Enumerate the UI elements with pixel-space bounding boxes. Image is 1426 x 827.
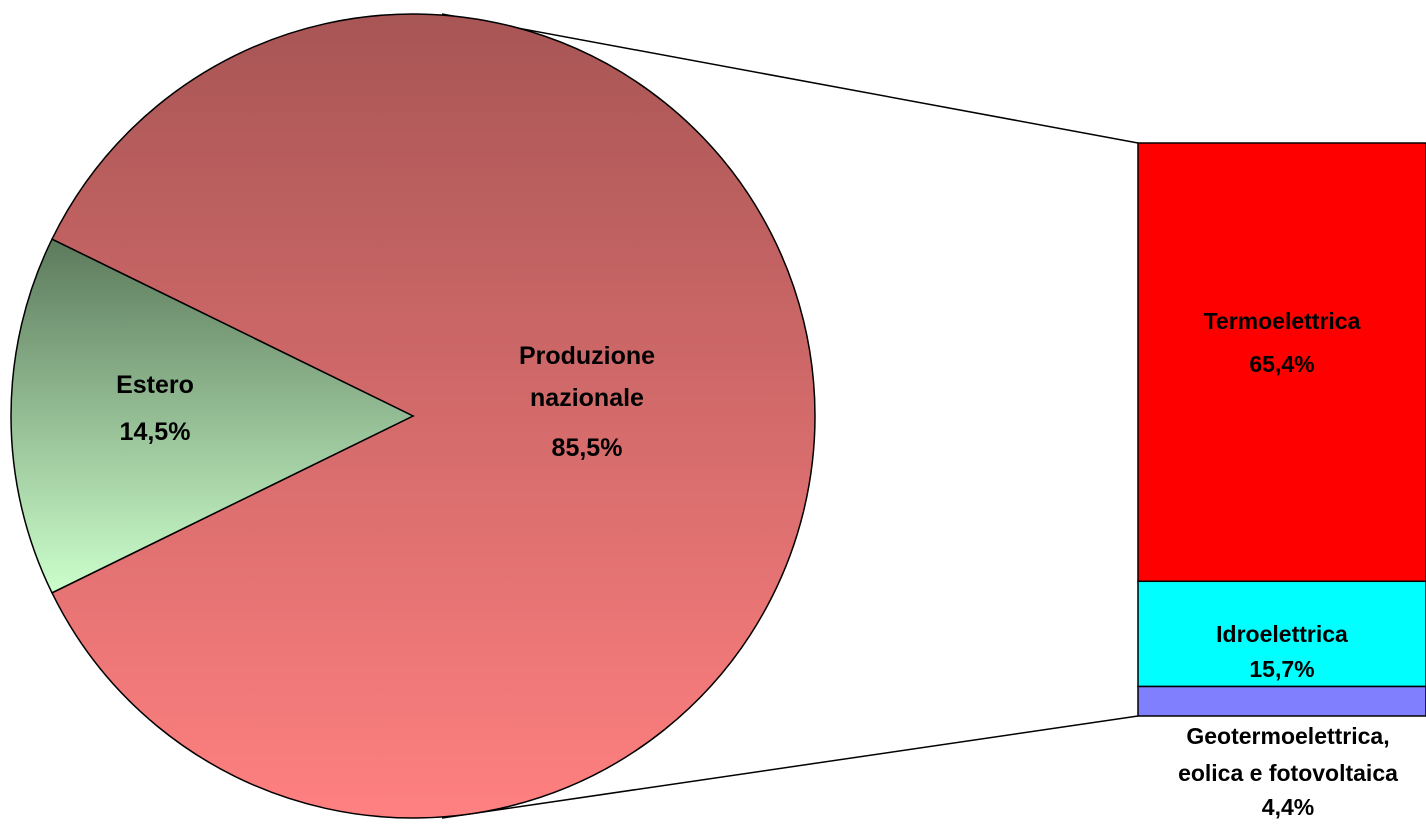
pie-label-estero: Estero 14,5% — [116, 371, 194, 446]
connector-line-top — [441, 13, 1139, 144]
bar-label-geotermoelettrica: Geotermoelettrica, eolica e fotovoltaica 4… — [1178, 723, 1398, 820]
bar-label-idroelettrica: Idroelettrica 15,7% — [1216, 621, 1348, 682]
bar-label-termoelettrica: Termoelettrica 65,4% — [1204, 308, 1361, 377]
bar-segment-0 — [1137, 142, 1426, 583]
bar-segment-1 — [1137, 580, 1426, 688]
bar-segment-2 — [1137, 685, 1426, 717]
pie-slice-estero — [10, 238, 415, 594]
connector-line-bottom — [441, 715, 1139, 819]
pie-slice-produzione-nazionale — [50, 13, 816, 819]
pie-label-produzione-nazionale: Produzione nazionale 85,5% — [519, 342, 655, 462]
